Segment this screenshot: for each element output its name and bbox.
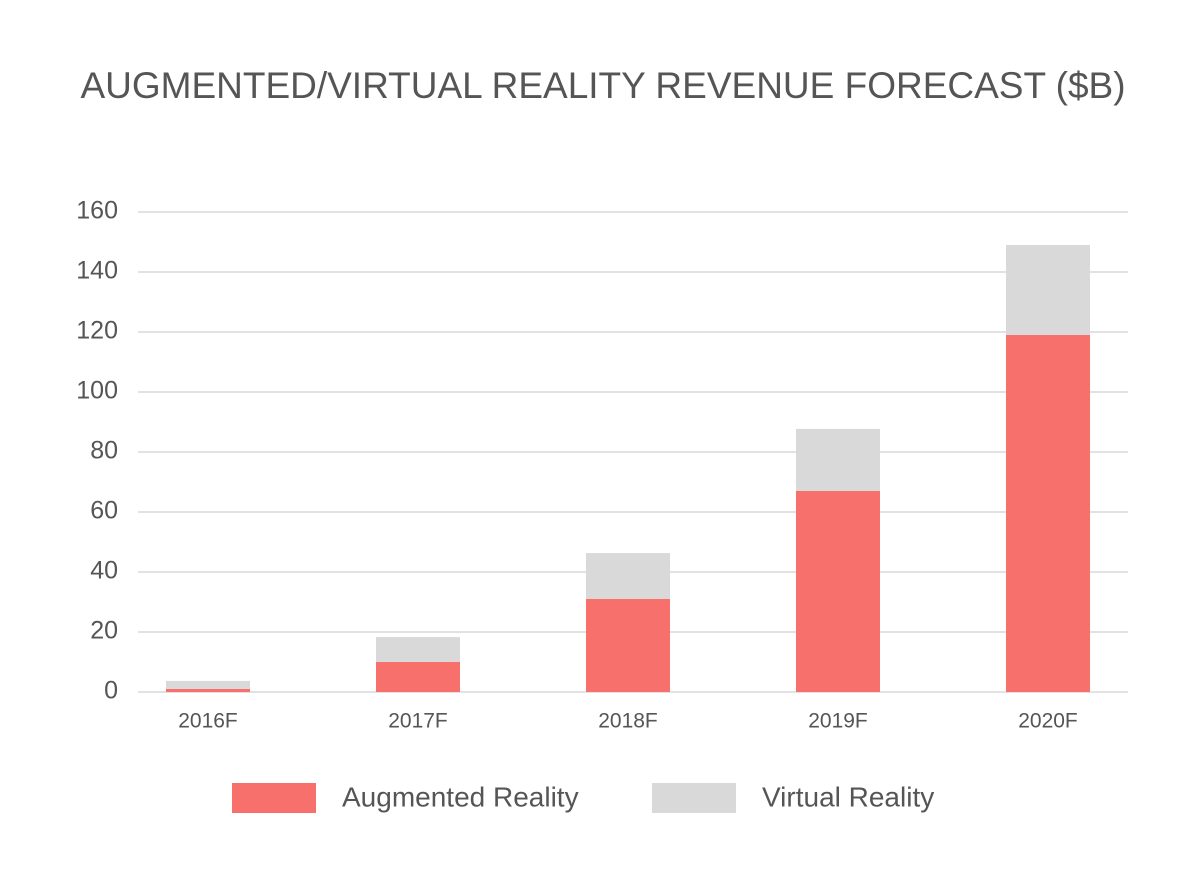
bar-segment — [586, 599, 670, 692]
y-tick-label: 80 — [90, 437, 118, 465]
y-tick-label: 40 — [90, 557, 118, 585]
y-tick-label: 100 — [76, 377, 118, 405]
legend-label: Augmented Reality — [342, 781, 579, 812]
bar-segment — [166, 680, 250, 689]
legend-swatch — [232, 783, 316, 813]
bar-segment — [166, 689, 250, 692]
bar-segment — [796, 428, 880, 491]
chart-title: AUGMENTED/VIRTUAL REALITY REVENUE FORECA… — [80, 65, 1125, 106]
x-tick-label: 2020F — [1018, 710, 1078, 733]
bar-segment — [376, 637, 460, 662]
x-tick-label: 2019F — [808, 710, 868, 733]
y-tick-label: 160 — [76, 197, 118, 225]
x-tick-label: 2018F — [598, 710, 658, 733]
bar-segment — [1006, 335, 1090, 692]
legend-label: Virtual Reality — [762, 781, 934, 812]
bar-segment — [1006, 245, 1090, 335]
y-tick-label: 0 — [104, 677, 118, 705]
x-tick-label: 2016F — [178, 710, 238, 733]
y-tick-label: 140 — [76, 257, 118, 285]
x-tick-label: 2017F — [388, 710, 448, 733]
y-tick-label: 60 — [90, 497, 118, 525]
y-tick-label: 20 — [90, 617, 118, 645]
legend-swatch — [652, 783, 736, 813]
bar-segment — [796, 491, 880, 692]
y-tick-label: 120 — [76, 317, 118, 345]
bar-segment — [376, 662, 460, 692]
bar-segment — [586, 553, 670, 599]
